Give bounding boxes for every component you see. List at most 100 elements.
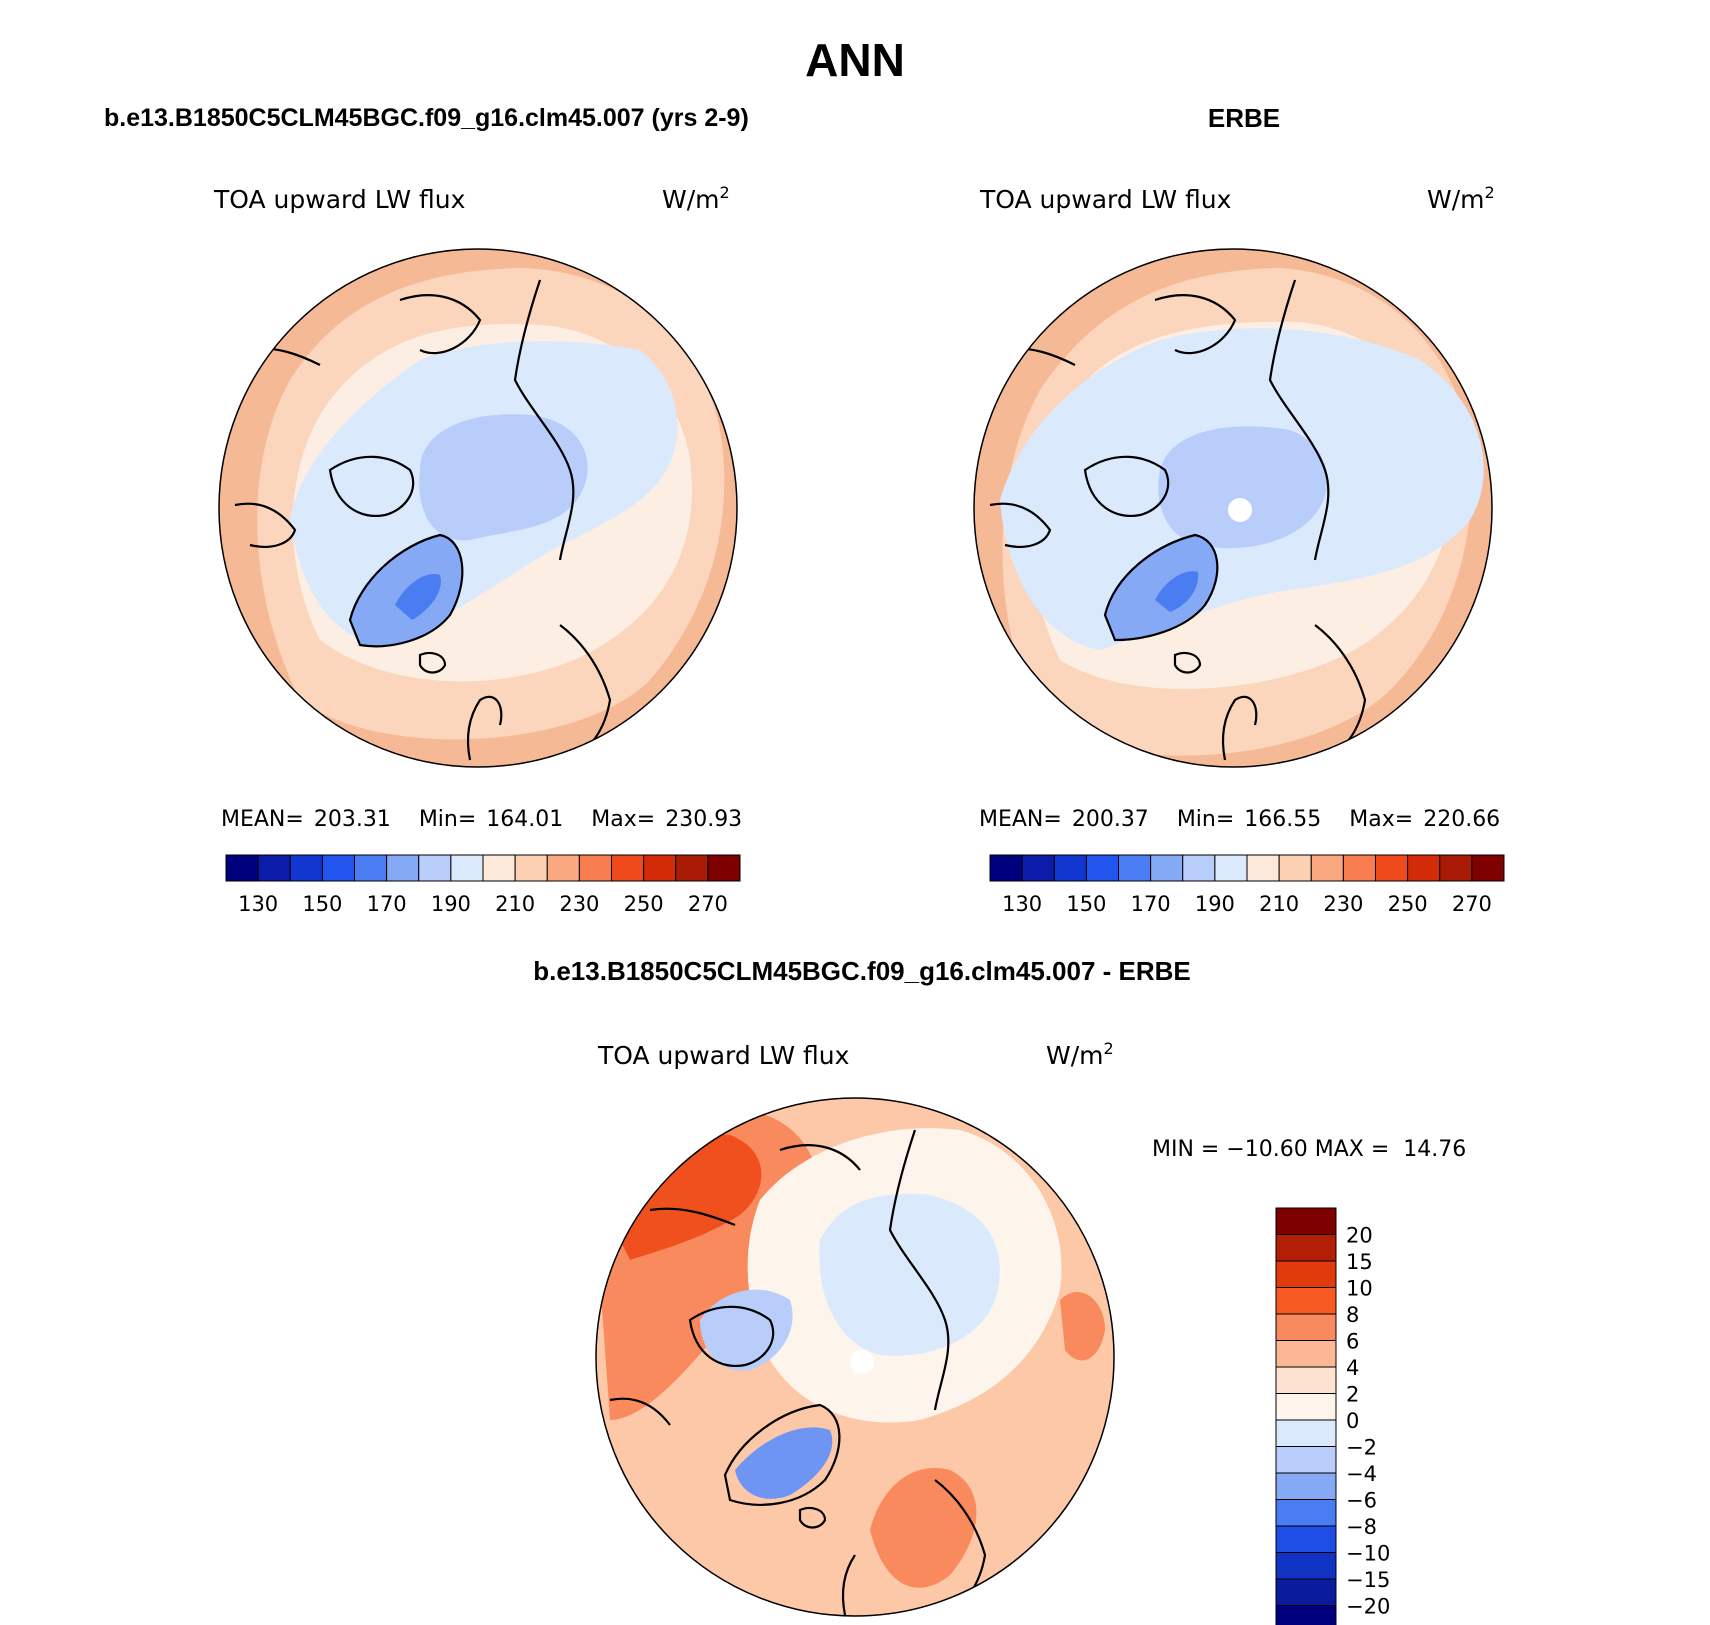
model-colorbar-swatch xyxy=(578,854,612,882)
model-min-label: Min= xyxy=(419,807,476,832)
model-colorbar-swatch xyxy=(482,854,516,882)
diff-units-label: W/m2 xyxy=(1046,1039,1114,1070)
obs-colorbar-swatch xyxy=(1342,854,1376,882)
model-units-exponent: 2 xyxy=(720,183,730,202)
diff-colorbar-swatch xyxy=(1275,1525,1337,1553)
diff-colorbar-swatch xyxy=(1275,1605,1337,1625)
model-colorbar-swatch xyxy=(257,854,291,882)
model-colorbar-swatch xyxy=(514,854,548,882)
diff-colorbar-tick-label: 15 xyxy=(1346,1250,1373,1274)
diff-panel-header: b.e13.B1850C5CLM45BGC.f09_g16.clm45.007 … xyxy=(533,956,1191,986)
model-map-boundary xyxy=(218,248,738,768)
diff-colorbar-swatch xyxy=(1275,1419,1337,1447)
model-variable-label: TOA upward LW flux xyxy=(213,185,465,214)
model-panel: b.e13.B1850C5CLM45BGC.f09_g16.clm45.007 … xyxy=(104,104,749,916)
diff-colorbar-tick-label: −15 xyxy=(1346,1568,1390,1592)
diff-panel: b.e13.B1850C5CLM45BGC.f09_g16.clm45.007 … xyxy=(533,956,1466,1625)
diff-colorbar-tick-label: −2 xyxy=(1346,1436,1377,1460)
diff-map-cool-greenland xyxy=(735,1427,833,1499)
diff-colorbar-tick-label: −20 xyxy=(1346,1595,1390,1619)
diff-colorbar-swatch xyxy=(1275,1472,1337,1500)
model-min-value: 164.01 xyxy=(486,807,563,832)
model-colorbar-swatch xyxy=(386,854,420,882)
diff-colorbar-swatch xyxy=(1275,1552,1337,1580)
obs-mean-value: 200.37 xyxy=(1072,807,1149,832)
diff-colorbar-tick-label: 2 xyxy=(1346,1383,1359,1407)
obs-colorbar-swatch xyxy=(1021,854,1055,882)
diff-colorbar-swatch xyxy=(1275,1366,1337,1394)
obs-colorbar-swatch xyxy=(1085,854,1119,882)
model-units-base: W/m xyxy=(662,185,720,214)
obs-colorbar-swatch xyxy=(1278,854,1312,882)
model-mean-label: MEAN= xyxy=(221,807,304,832)
model-colorbar-tick-label: 130 xyxy=(238,892,278,916)
obs-map-greenland-core xyxy=(1155,571,1199,612)
diff-colorbar-tick-label: 0 xyxy=(1346,1409,1359,1433)
diff-colorbar-swatch xyxy=(1275,1207,1337,1235)
obs-colorbar-swatch xyxy=(1182,854,1216,882)
diff-colorbar-tick-label: −6 xyxy=(1346,1489,1377,1513)
model-colorbar: 130 150 170 190 210 230 250 270 xyxy=(225,854,741,916)
model-colorbar-tick-label: 210 xyxy=(495,892,535,916)
model-colorbar-swatch xyxy=(418,854,452,882)
diff-colorbar-swatch xyxy=(1275,1340,1337,1368)
diff-colorbar-swatch xyxy=(1275,1234,1337,1262)
diff-map-cool-arctic xyxy=(819,1193,1000,1356)
model-colorbar-tick-label: 170 xyxy=(367,892,407,916)
diff-colorbar-swatch xyxy=(1275,1393,1337,1421)
model-colorbar-swatch xyxy=(450,854,484,882)
diff-polar-map xyxy=(596,1098,1114,1616)
model-colorbar-tick-label: 150 xyxy=(302,892,342,916)
diff-colorbar-tick-label: 10 xyxy=(1346,1277,1373,1301)
model-colorbar-tick-label: 190 xyxy=(431,892,471,916)
obs-colorbar-swatch xyxy=(989,854,1023,882)
obs-panel: ERBE TOA upward LW flux W/m2 xyxy=(973,103,1505,916)
diff-colorbar-swatch xyxy=(1275,1313,1337,1341)
obs-colorbar-tick-label: 150 xyxy=(1066,892,1106,916)
obs-max-label: Max= xyxy=(1349,807,1413,832)
model-colorbar-swatch xyxy=(675,854,709,882)
obs-colorbar-tick-label: 190 xyxy=(1195,892,1235,916)
obs-colorbar-swatch xyxy=(1246,854,1280,882)
model-stats: MEAN= 203.31 Min= 164.01 Max= 230.93 xyxy=(221,807,742,832)
obs-colorbar-swatch xyxy=(1053,854,1087,882)
model-polar-map xyxy=(219,249,737,767)
diff-colorbar-swatch xyxy=(1275,1287,1337,1315)
figure-title: ANN xyxy=(805,34,905,86)
obs-map-greenland-deep xyxy=(1105,535,1218,640)
diff-minmax-label: MIN = −10.60 MAX = 14.76 xyxy=(1152,1137,1466,1162)
obs-polar-map xyxy=(974,249,1492,767)
obs-min-label: Min= xyxy=(1177,807,1234,832)
diff-colorbar-swatch xyxy=(1275,1578,1337,1606)
obs-units-label: W/m2 xyxy=(1427,183,1495,214)
model-colorbar-swatch xyxy=(707,854,741,882)
obs-colorbar-swatch xyxy=(1439,854,1473,882)
obs-colorbar-tick-label: 270 xyxy=(1452,892,1492,916)
diff-map-boundary xyxy=(595,1097,1115,1617)
diff-colorbar-tick-label: 8 xyxy=(1346,1303,1359,1327)
model-colorbar-tick-label: 230 xyxy=(559,892,599,916)
obs-units-exponent: 2 xyxy=(1485,183,1495,202)
model-mean-value: 203.31 xyxy=(314,807,391,832)
model-units-label: W/m2 xyxy=(662,183,730,214)
model-panel-header: b.e13.B1850C5CLM45BGC.f09_g16.clm45.007 … xyxy=(104,104,749,132)
model-map-ice-mid xyxy=(419,414,588,541)
diff-colorbar-swatch xyxy=(1275,1499,1337,1527)
model-max-label: Max= xyxy=(591,807,655,832)
diff-colorbar-tick-label: −8 xyxy=(1346,1515,1377,1539)
obs-colorbar-swatch xyxy=(1214,854,1248,882)
diff-colorbar-tick-label: −10 xyxy=(1346,1542,1390,1566)
diff-units-exponent: 2 xyxy=(1104,1039,1114,1058)
model-max-value: 230.93 xyxy=(665,807,742,832)
diff-colorbar-tick-label: 20 xyxy=(1346,1224,1373,1248)
model-colorbar-swatch xyxy=(321,854,355,882)
model-colorbar-swatch xyxy=(611,854,645,882)
model-colorbar-swatch xyxy=(225,854,259,882)
model-colorbar-swatch xyxy=(354,854,388,882)
diff-map-pole-hole xyxy=(850,1350,874,1374)
diff-units-base: W/m xyxy=(1046,1041,1104,1070)
obs-colorbar-swatch xyxy=(1471,854,1505,882)
obs-colorbar-tick-label: 250 xyxy=(1388,892,1428,916)
